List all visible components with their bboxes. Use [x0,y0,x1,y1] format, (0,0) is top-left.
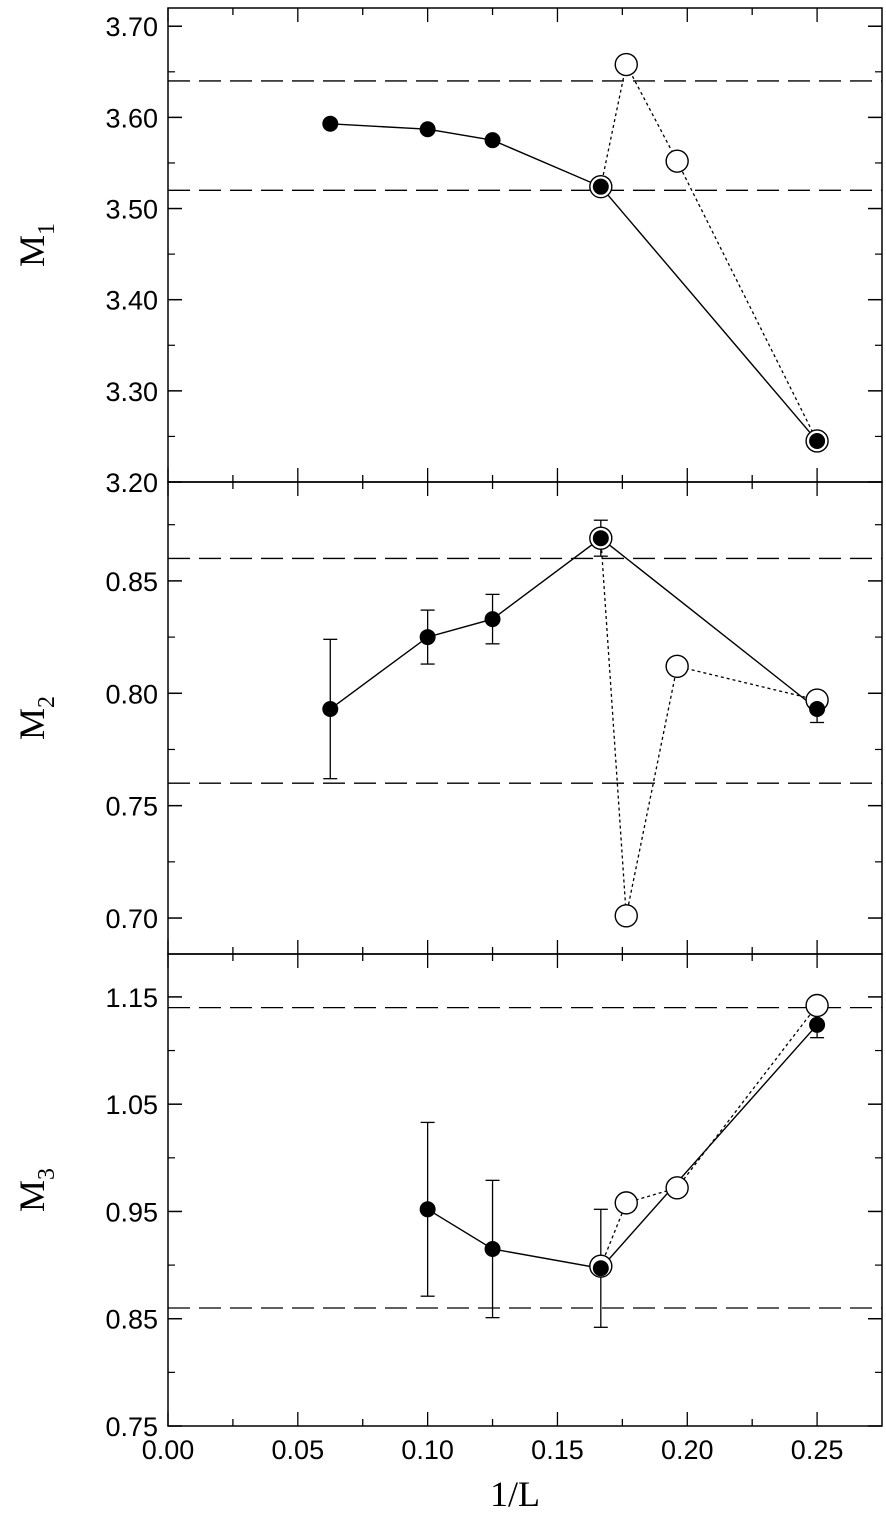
filled-data-point [809,432,826,449]
x-tick-label: 0.25 [791,1435,844,1465]
y-axis-title-base: M [12,708,52,740]
y-tick-label: 3.40 [105,286,158,316]
y-tick-label: 3.20 [105,468,158,498]
y-tick-label: 0.75 [105,1412,158,1442]
y-axis-title: M2 [12,696,60,740]
open-data-point [805,993,829,1018]
y-tick-label: 0.95 [105,1197,158,1227]
y-tick-label: 3.70 [105,12,158,42]
filled-data-point [322,701,339,718]
y-axis-title-subscript: 1 [34,223,60,235]
x-tick-label: 0.10 [401,1435,454,1465]
x-tick-label: 0.15 [531,1435,584,1465]
y-tick-label: 3.60 [105,103,158,133]
y-axis-title-base: M [12,235,52,267]
plot-frame [167,481,883,955]
series-filled-line [330,123,818,442]
y-tick-label: 3.50 [105,195,158,225]
series-filled-line [329,537,818,710]
y-tick-label: 0.85 [105,567,158,597]
filled-data-point [322,115,339,132]
series-open-line [600,62,818,442]
y-axis-title-subscript: 2 [34,696,60,708]
y-axis-title: M3 [12,1168,60,1212]
y-tick-label: 0.70 [105,904,158,934]
open-data-point [614,52,638,77]
filled-data-point [592,178,609,195]
filled-data-point [809,701,826,718]
filled-data-point [484,611,501,628]
series-open-line [600,538,818,916]
y-tick-label: 0.85 [105,1305,158,1335]
plot-frame [167,7,883,483]
x-tick-label: 0.00 [142,1435,195,1465]
open-data-point [665,1176,689,1200]
y-tick-label: 3.30 [105,377,158,407]
y-axis-title-subscript: 3 [34,1168,60,1180]
filled-data-point [592,1260,609,1277]
filled-data-point [419,121,436,138]
open-data-point [665,149,689,173]
filled-data-point [592,530,609,547]
y-tick-label: 1.05 [105,1090,158,1120]
filled-data-point [809,1016,826,1033]
plot-frame [167,953,883,1427]
panel-3: 0.75 0.85 0.95 1.05 1.15 M3 [12,953,883,1442]
y-axis-title-base: M [12,1180,52,1212]
open-data-point [614,1191,638,1215]
series-open-line [600,1005,818,1267]
panel-1: 3.20 3.30 3.40 3.50 3.60 3.70 M1 [12,7,883,498]
x-tick-label: 0.20 [661,1435,714,1465]
filled-data-point [419,629,436,646]
open-data-point [665,654,689,679]
x-axis-title: 1/L [490,1474,540,1514]
filled-data-point [419,1201,436,1218]
filled-data-point [484,1241,501,1257]
y-tick-label: 0.75 [105,792,158,822]
open-data-point [614,904,638,928]
x-tick-label: 0.05 [272,1435,325,1465]
series-filled-line [427,1024,818,1270]
y-tick-label: 1.15 [105,983,158,1013]
panel-2: 0.70 0.75 0.80 0.85 M2 [12,481,883,955]
filled-data-point [484,132,501,149]
y-axis-title: M1 [12,223,60,267]
y-tick-label: 0.80 [105,679,158,709]
